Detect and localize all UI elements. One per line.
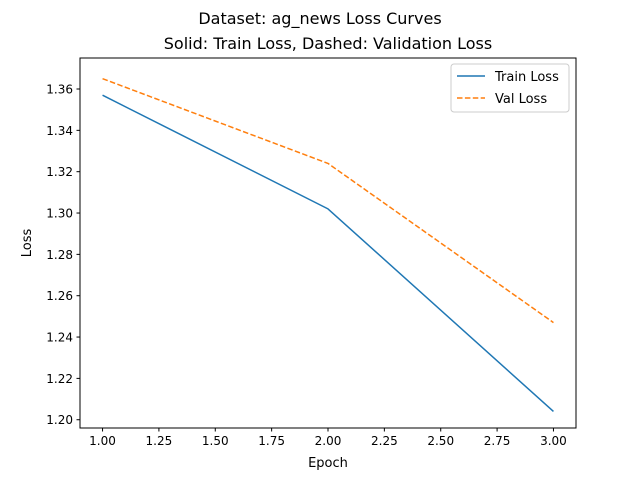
y-tick-label: 1.22 [46,372,73,386]
ticks-layer: 1.00 1.25 1.50 1.75 2.00 2.25 2.50 2.75 3.00 1.20… [46,83,567,448]
chart-subtitle: Solid: Train Loss, Dashed: Validation Lo… [164,34,492,53]
legend-label-train-loss: Train Loss [494,70,559,85]
series-line-train-loss [102,94,554,413]
x-tick-label: 2.00 [315,434,342,448]
chart-title: Dataset: ag_news Loss Curves [198,9,441,29]
x-tick-label: 2.25 [371,434,398,448]
x-tick-label: 1.00 [89,434,116,448]
series-line-val-loss [102,77,554,324]
legend: Train Loss Val Loss [450,63,570,113]
x-tick-label: 1.50 [202,434,229,448]
legend-label-val-loss: Val Loss [495,92,547,107]
y-tick-label: 1.28 [46,248,73,262]
y-axis-label: Loss [20,229,35,258]
x-axis-label: Epoch [308,456,348,471]
x-tick-label: 2.75 [484,434,511,448]
y-tick-label: 1.32 [46,165,73,179]
x-tick-label: 1.25 [146,434,173,448]
y-tick-label: 1.30 [46,207,73,221]
y-tick-label: 1.24 [46,331,73,345]
x-tick-label: 2.50 [427,434,454,448]
x-tick-label: 3.00 [540,434,567,448]
series-layer [102,77,554,413]
x-tick-label: 1.75 [258,434,285,448]
plot-area-frame [79,57,577,429]
y-tick-label: 1.20 [46,413,73,427]
y-tick-label: 1.34 [46,124,73,138]
y-tick-label: 1.26 [46,289,73,303]
y-tick-label: 1.36 [46,83,73,97]
